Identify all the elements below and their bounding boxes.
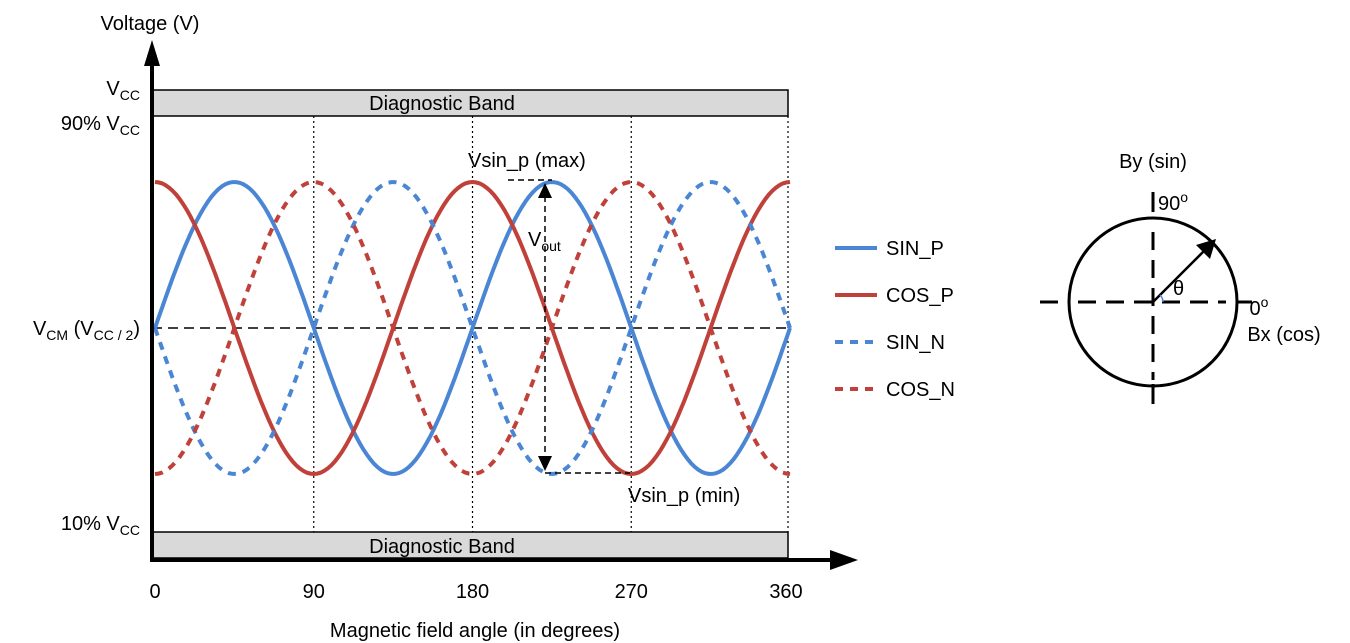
vout-up-arrow-icon	[538, 183, 552, 198]
x-tick-180: 180	[456, 581, 489, 603]
legend-label-sin-p: SIN_P	[886, 238, 944, 260]
x-axis-label: Magnetic field angle (in degrees)	[330, 620, 620, 642]
angle-90-label: 90o	[1158, 189, 1188, 215]
series-cos-p	[154, 179, 791, 477]
y-label-10pct: 10% VCC	[61, 513, 140, 538]
vsin-min-label: Vsin_p (min)	[628, 485, 740, 507]
x-tick-270: 270	[615, 581, 648, 603]
diagnostic-band-top: Diagnostic Band	[151, 89, 789, 117]
legend-label-sin-n: SIN_N	[886, 332, 945, 354]
angle-0-label: 0o	[1250, 294, 1269, 320]
x-tick-360: 360	[769, 581, 802, 603]
vsin-max-label: Vsin_p (max)	[468, 150, 586, 172]
polar-diagram: θ By (sin) 90o 0o Bx (cos)	[1040, 151, 1321, 404]
legend-label-cos-n: COS_N	[886, 379, 955, 401]
curves	[153, 179, 792, 477]
series-sin-p	[153, 180, 792, 476]
x-tick-90: 90	[303, 581, 325, 603]
field-vector	[1152, 245, 1210, 303]
y-axis-label: Voltage (V)	[101, 13, 200, 35]
y-axis-arrow-icon	[144, 40, 160, 66]
x-tick-labels: 0 90 180 270 360	[149, 581, 802, 603]
by-axis-label: By (sin)	[1119, 151, 1187, 173]
band-label-top: Diagnostic Band	[369, 93, 515, 115]
vout-annotation: Vsin_p (max) Vsin_p (min) Vout	[468, 150, 740, 507]
y-label-90pct: 90% VCC	[61, 113, 140, 138]
x-tick-0: 0	[149, 581, 160, 603]
theta-arc	[1159, 294, 1164, 303]
band-label-bottom: Diagnostic Band	[369, 536, 515, 558]
diagnostic-band-bottom: Diagnostic Band	[151, 531, 789, 559]
y-label-vcc: VCC	[106, 78, 140, 103]
vout-down-arrow-icon	[538, 456, 552, 471]
x-axis-arrow-icon	[830, 550, 858, 570]
theta-label: θ	[1173, 278, 1184, 300]
gridlines	[313, 116, 789, 532]
y-label-vcm: VCM (VCC / 2)	[33, 318, 140, 343]
legend-label-cos-p: COS_P	[886, 285, 954, 307]
field-vector-arrow-icon	[1196, 239, 1216, 259]
vout-label: Vout	[528, 229, 561, 254]
legend: SIN_P COS_P SIN_N COS_N	[835, 238, 955, 401]
bx-axis-label: Bx (cos)	[1247, 324, 1320, 346]
